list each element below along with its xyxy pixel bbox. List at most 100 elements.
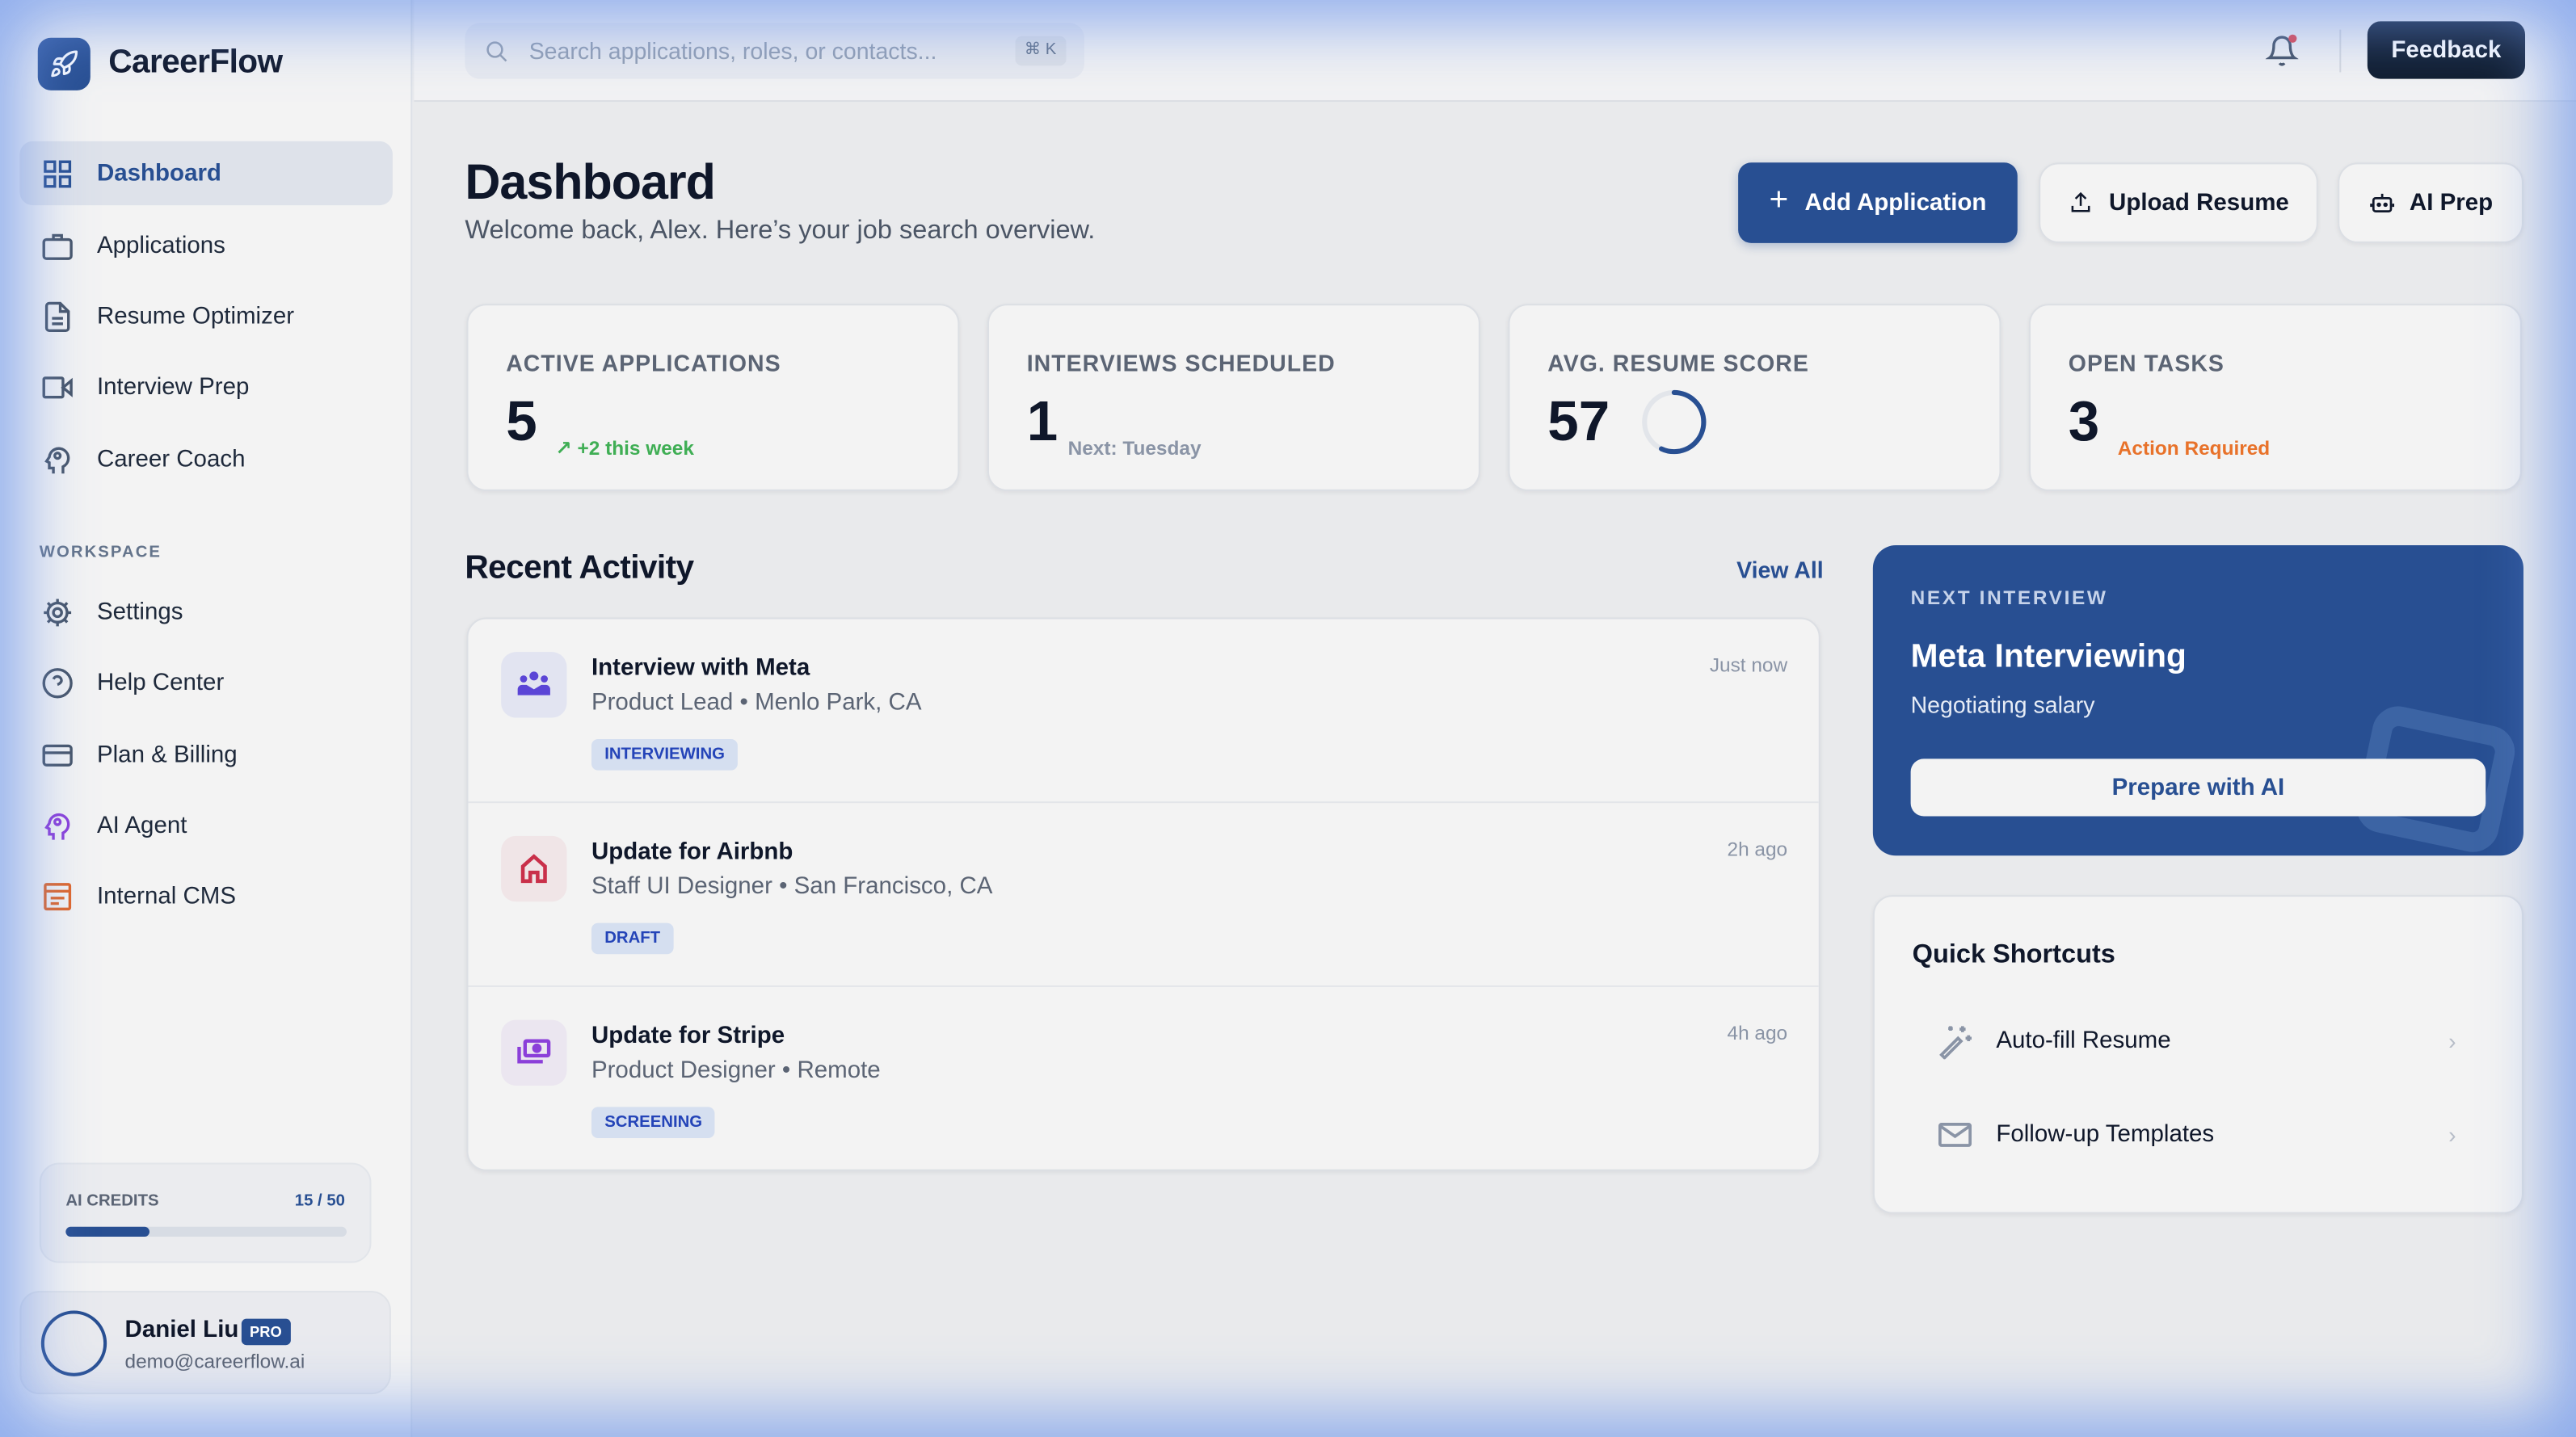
magic-wand-icon [1939,1026,1972,1060]
trend-up-icon: ↗ [555,436,572,460]
prepare-with-ai-button[interactable]: Prepare with AI [1910,758,2486,817]
avatar [40,1310,107,1376]
robot-icon [2369,192,2394,212]
notifications-bell-icon[interactable] [2265,33,2299,69]
sidebar-item-dashboard[interactable]: Dashboard [19,141,393,206]
shortcut-label: Follow-up Templates [1996,1121,2215,1149]
notification-dot [2288,34,2297,43]
head-gear-icon [44,446,70,473]
top-bar: Search applications, roles, or contacts.… [414,0,2576,103]
stat-value: 5 [506,390,537,454]
brand-name: CareerFlow [108,44,283,81]
stat-card-interviews-scheduled: INTERVIEWS SCHEDULED 1 Next: Tuesday [987,304,1480,491]
sidebar-item-interview-prep[interactable]: Interview Prep [19,355,393,418]
feedback-button[interactable]: Feedback [2367,21,2526,79]
document-icon [44,300,70,332]
activity-item[interactable]: Update for Stripe Product Designer • Rem… [468,987,1818,1170]
money-icon [501,1019,567,1086]
add-application-button[interactable]: + Add Application [1738,162,2018,243]
activity-time: 4h ago [1727,1021,1788,1045]
activity-time: Just now [1709,653,1788,677]
activity-title: Update for Stripe [591,1023,785,1050]
quick-shortcuts-title: Quick Shortcuts [1912,941,2115,969]
sidebar-item-settings[interactable]: Settings [19,580,393,644]
sidebar-item-career-coach[interactable]: Career Coach [19,427,393,491]
stat-value: 1 [1026,390,1059,454]
sidebar-item-label: Resume Optimizer [96,303,295,330]
shortcut-auto-fill-resume[interactable]: Auto-fill Resume › [1914,1008,2490,1074]
grid-icon [44,159,72,187]
stat-subtext: Next: Tuesday [1067,436,1202,460]
stat-card-open-tasks: OPEN TASKS 3 Action Required [2029,304,2522,491]
activity-subtitle: Product Lead • Menlo Park, CA [591,689,922,716]
stat-label: OPEN TASKS [2068,350,2225,376]
status-badge: SCREENING [591,1107,716,1139]
sidebar-item-ai-agent[interactable]: AI Agent [19,793,393,857]
user-profile-card[interactable]: Daniel Liu PRO demo@careerflow.ai [19,1291,391,1395]
next-interview-subtitle: Negotiating salary [1910,691,2095,718]
home-icon [501,835,567,902]
ai-credits-panel: AI CREDITS 15 / 50 [39,1162,372,1263]
mail-icon [1938,1123,1972,1147]
stat-card-active-applications: ACTIVE APPLICATIONS 5 ↗ +2 this week [466,304,960,491]
stat-value: 57 [1547,390,1610,454]
sidebar-item-help-center[interactable]: Help Center [19,650,393,714]
briefcase-icon [42,233,73,259]
sidebar-item-label: Plan & Billing [96,741,238,768]
sidebar-item-label: Settings [96,599,183,625]
ai-credits-progress-fill [65,1226,150,1237]
page-title: Dashboard [465,156,715,211]
sidebar-item-label: Career Coach [96,446,246,473]
upload-icon [2071,191,2090,212]
sidebar-item-applications[interactable]: Applications [19,213,393,277]
sidebar-item-plan-billing[interactable]: Plan & Billing [19,723,393,787]
view-all-link[interactable]: View All [1736,557,1824,583]
sidebar-item-internal-cms[interactable]: Internal CMS [19,863,393,927]
stat-subtext: Action Required [2117,436,2271,460]
activity-item[interactable]: Interview with Meta Product Lead • Menlo… [468,620,1819,804]
sidebar-item-label: Internal CMS [96,882,237,910]
search-icon [486,40,507,61]
plus-icon: + [1769,182,1789,219]
stat-label: AVG. RESUME SCORE [1547,350,1809,376]
user-name: Daniel Liu [124,1317,239,1344]
user-email: demo@careerflow.ai [124,1350,305,1373]
ai-credits-progress [65,1226,347,1237]
page-subtitle: Welcome back, Alex. Here’s your job sear… [465,216,1096,245]
sidebar-item-label: Dashboard [96,160,221,187]
stat-label: ACTIVE APPLICATIONS [506,350,781,376]
stat-label: INTERVIEWS SCHEDULED [1026,350,1336,376]
stat-trend: ↗ +2 this week [555,436,694,460]
video-icon [42,376,73,398]
divider [2339,29,2342,73]
ai-prep-label: AI Prep [2409,189,2494,216]
shortcut-hint: ⌘ K [1014,36,1067,66]
activity-subtitle: Product Designer • Remote [591,1057,881,1084]
recent-activity-title: Recent Activity [465,550,694,586]
status-badge: INTERVIEWING [591,738,739,771]
resume-score-ring [1642,389,1707,455]
credit-card-icon [42,743,73,766]
ai-head-icon [44,812,70,839]
sidebar-item-label: AI Agent [96,812,187,838]
next-interview-label: NEXT INTERVIEW [1910,586,2108,610]
search-input[interactable]: Search applications, roles, or contacts.… [465,23,1084,79]
activity-title: Interview with Meta [591,655,810,682]
workspace-section-label: WORKSPACE [39,543,162,562]
sidebar-item-resume-optimizer[interactable]: Resume Optimizer [19,284,393,348]
users-icon [501,652,567,718]
activity-item[interactable]: Update for Airbnb Staff UI Designer • Sa… [468,803,1819,987]
shortcut-follow-up-templates[interactable]: Follow-up Templates › [1914,1102,2490,1167]
upload-resume-button[interactable]: Upload Resume [2039,162,2318,243]
next-interview-title: Meta Interviewing [1910,638,2187,675]
activity-list: Interview with Meta Product Lead • Menlo… [466,617,1820,1171]
status-badge: DRAFT [591,922,674,955]
next-interview-card: NEXT INTERVIEW Meta Interviewing Negotia… [1872,545,2523,856]
activity-title: Update for Airbnb [591,838,793,866]
help-icon [42,667,73,698]
ai-prep-button[interactable]: AI Prep [2338,162,2523,243]
sidebar-item-label: Help Center [96,669,225,696]
stat-card-resume-score: AVG. RESUME SCORE 57 [1508,304,2001,491]
quick-shortcuts-card: Quick Shortcuts Auto-fill Resume › Follo… [1872,895,2523,1214]
chevron-right-icon: › [2448,1027,2456,1055]
